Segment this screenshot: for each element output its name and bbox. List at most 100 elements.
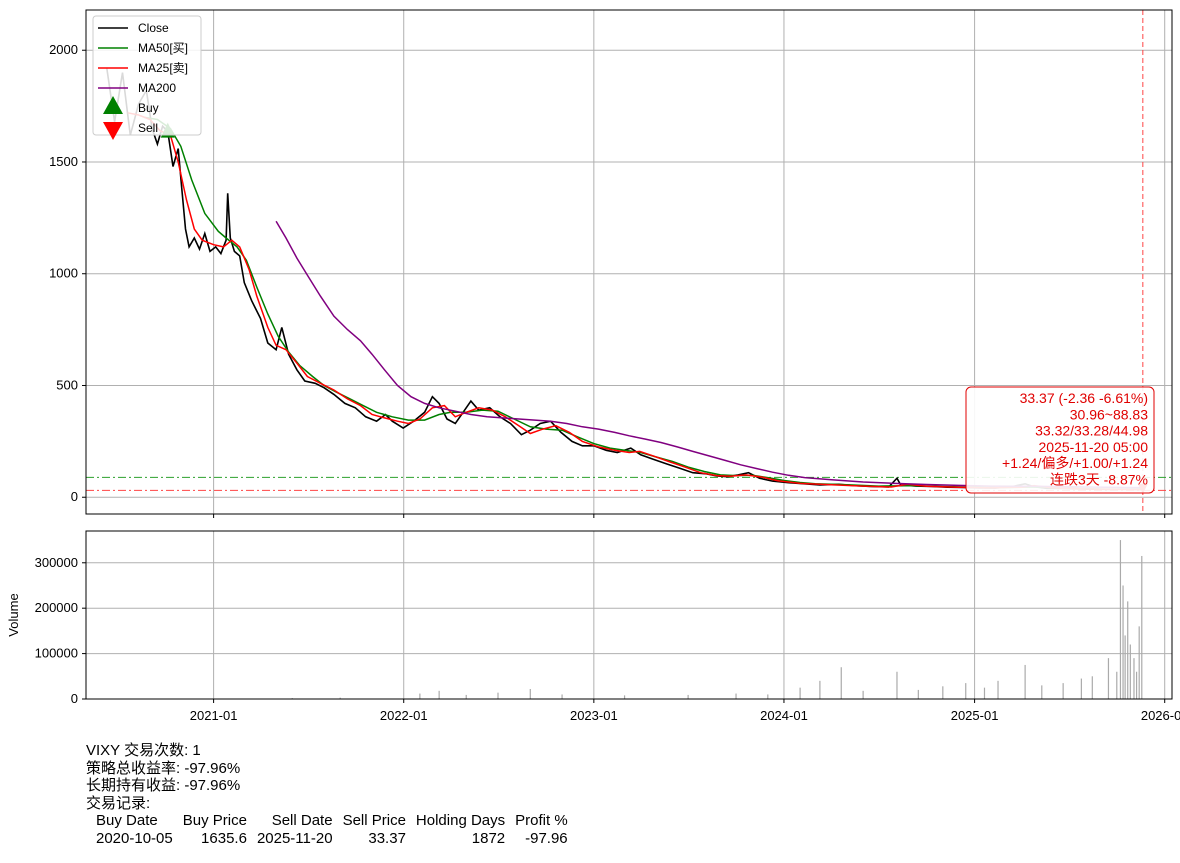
volume-bar: [917, 689, 919, 699]
volume-bar: [1124, 635, 1126, 699]
cell-buy-price: 1635.6: [201, 829, 247, 847]
summary-holding-return: 长期持有收益: -97.96%: [86, 777, 241, 794]
volume-bar: [965, 683, 967, 699]
volume-bar: [1116, 671, 1118, 699]
x-tick-label: 2022-01: [380, 708, 428, 723]
volume-bar: [561, 694, 563, 699]
volume-bar: [1127, 601, 1129, 699]
volume-bar: [1062, 683, 1064, 699]
cell-holding-days: 1872: [471, 829, 506, 847]
legend: Close MA50[买] MA25[卖] MA200 Buy Sell: [92, 15, 202, 140]
volume-bar: [1133, 658, 1135, 699]
legend-frame: [92, 15, 202, 136]
legend-label: Close: [138, 21, 169, 35]
price-y-tick-label: 1500: [49, 154, 78, 169]
volume-bar: [1141, 555, 1143, 699]
price-y-tick-label: 0: [71, 489, 78, 504]
volume-bar: [997, 680, 999, 699]
annotation-line: +1.24/偏多/+1.00/+1.24: [1002, 455, 1148, 471]
volume-bar: [1107, 658, 1110, 699]
volume-bars: [291, 540, 1143, 699]
x-tick-label: 2023-01: [570, 708, 618, 723]
volume-frame: [85, 530, 1173, 700]
cell-buy-date: 2020-10-05: [96, 829, 173, 847]
header-sell-price: Sell Price: [342, 812, 406, 829]
price-y-tick-label: 500: [56, 377, 78, 392]
volume-bar: [1129, 644, 1131, 699]
table-row: 2020-10-05 1635.6 2025-11-20 33.37 1872 …: [96, 830, 568, 848]
price-y-ticks: 0 500 1000 1500 2000: [49, 42, 86, 504]
volume-bar: [942, 686, 944, 699]
volume-bar: [529, 689, 531, 699]
volume-y-tick-label: 100000: [35, 646, 78, 661]
cell-profit: -97.96: [525, 829, 568, 847]
volume-bar: [1091, 676, 1093, 699]
price-frame: [85, 9, 1173, 515]
volume-bar: [735, 693, 737, 699]
volume-bar: [497, 692, 499, 699]
volume-bar: [799, 687, 801, 699]
volume-bar: [896, 671, 898, 699]
volume-bar: [339, 697, 341, 699]
legend-label: Sell: [138, 121, 158, 135]
price-panel: 0 500 1000 1500 2000 Close MA50[买] MA25[卖] MA20…: [49, 9, 1173, 515]
volume-panel: 0 100000 200000 300000 2021-01 2022-01 2023-0…: [6, 514, 1180, 723]
x-tick-label: 2025-01: [951, 708, 999, 723]
volume-y-tick-label: 300000: [35, 555, 78, 570]
volume-bar: [983, 687, 986, 699]
series-line-ma200: [275, 220, 1143, 489]
volume-bar: [687, 694, 689, 699]
chart-canvas: 0 500 1000 1500 2000 Close MA50[买] MA25[卖] MA20…: [6, 9, 1180, 723]
legend-label: MA50[买]: [138, 41, 188, 55]
summary-trade-count: VIXY 交易次数: 1: [86, 742, 201, 759]
volume-bar: [623, 695, 626, 699]
legend-buy-swatch: [103, 96, 123, 114]
header-sell-date: Sell Date: [271, 812, 333, 829]
volume-bar: [1024, 664, 1026, 699]
series-line-close: [106, 67, 1143, 491]
header-profit: Profit %: [515, 812, 568, 829]
price-annotation-box: 33.37 (-2.36 -6.61%)30.96~88.8333.32/33.…: [965, 386, 1155, 494]
volume-bar: [862, 690, 864, 699]
volume-bar: [840, 667, 842, 699]
trade-table-header: Buy Date Buy Price Sell Date Sell Price …: [96, 812, 568, 830]
legend-sell-swatch: [103, 122, 123, 140]
volume-y-ticks: 0 100000 200000 300000: [35, 555, 86, 706]
x-tick-label: 2024-01: [760, 708, 808, 723]
x-ticks: 2021-01 2022-01 2023-01 2024-01 2025-01 2026-…: [190, 514, 1180, 723]
volume-y-tick-label: 200000: [35, 600, 78, 615]
price-y-tick-label: 2000: [49, 42, 78, 57]
strategy-summary: VIXY 交易次数: 1 策略总收益率: -97.96% 长期持有收益: -97…: [86, 742, 568, 847]
volume-bar: [465, 694, 467, 699]
cell-sell-price: 33.37: [368, 829, 406, 847]
x-tick-label: 2021-01: [190, 708, 238, 723]
annotation-line: 30.96~88.83: [1070, 406, 1148, 422]
volume-bar: [819, 680, 821, 699]
volume-bar: [438, 690, 440, 699]
trade-table: Buy Date Buy Price Sell Date Sell Price …: [96, 812, 568, 847]
cell-sell-date: 2025-11-20: [256, 829, 333, 847]
annotation-line: 连跌3天 -8.87%: [1050, 472, 1148, 488]
volume-bar: [419, 693, 421, 699]
volume-bar: [767, 694, 769, 699]
legend-label: MA25[卖]: [138, 61, 188, 75]
volume-y-tick-label: 0: [71, 691, 78, 706]
legend-label: Buy: [138, 101, 159, 115]
volume-bar: [1122, 585, 1124, 699]
annotation-line: 33.32/33.28/44.98: [1035, 423, 1148, 439]
x-tick-label: 2026-01: [1141, 708, 1180, 723]
summary-strategy-return: 策略总收益率: -97.96%: [86, 759, 241, 777]
annotation-frame: [965, 386, 1155, 494]
volume-bar: [1080, 678, 1082, 699]
price-grid: [86, 10, 1172, 514]
header-holding-days: Holding Days: [415, 812, 506, 829]
header-buy-date: Buy Date: [96, 812, 158, 829]
series-line-ma25: [127, 112, 1143, 491]
volume-bar: [1119, 540, 1122, 699]
header-buy-price: Buy Price: [182, 812, 247, 829]
legend-label: MA200: [138, 81, 176, 95]
price-y-tick-label: 1000: [49, 266, 78, 281]
volume-bar: [1041, 685, 1043, 699]
annotation-line: 33.37 (-2.36 -6.61%): [1020, 390, 1148, 406]
summary-trade-log-title: 交易记录:: [86, 794, 151, 812]
